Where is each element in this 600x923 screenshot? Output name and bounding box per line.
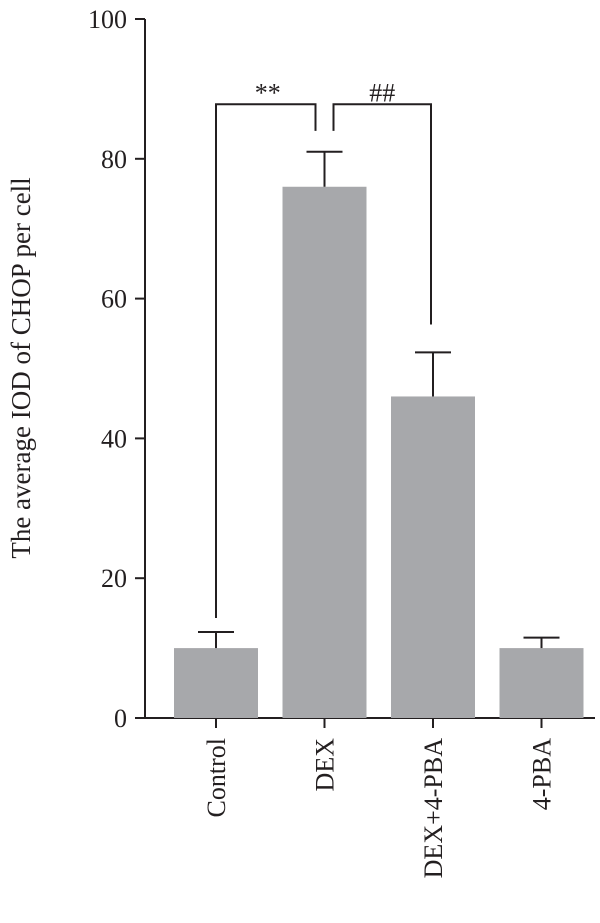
y-tick-label: 60 bbox=[101, 285, 127, 314]
x-category-label: DEX+4-PBA bbox=[419, 738, 448, 879]
y-tick-label: 40 bbox=[101, 424, 127, 453]
bracket-control-dex bbox=[215, 103, 317, 619]
bar bbox=[282, 186, 367, 718]
y-tick-label: 0 bbox=[114, 704, 127, 733]
x-category-label: DEX bbox=[311, 738, 340, 792]
significance-brackets: ** ## bbox=[215, 78, 432, 619]
y-tick-label: 100 bbox=[88, 5, 127, 34]
bar bbox=[174, 648, 258, 718]
error-bars bbox=[198, 150, 560, 649]
x-category-label: Control bbox=[202, 738, 231, 817]
y-axis-label: The average IOD of CHOP per cell bbox=[6, 177, 36, 558]
significance-label: ** bbox=[255, 78, 281, 107]
bar bbox=[499, 648, 584, 718]
category-labels: Control DEX DEX+4-PBA 4-PBA bbox=[202, 738, 557, 879]
x-category-label: 4-PBA bbox=[528, 738, 557, 810]
bars bbox=[174, 186, 584, 718]
y-tick-label: 80 bbox=[101, 145, 127, 174]
bracket-dex-dex4pba bbox=[332, 103, 432, 325]
significance-label: ## bbox=[369, 78, 395, 107]
y-tick-label: 20 bbox=[101, 564, 127, 593]
bar bbox=[391, 396, 475, 718]
